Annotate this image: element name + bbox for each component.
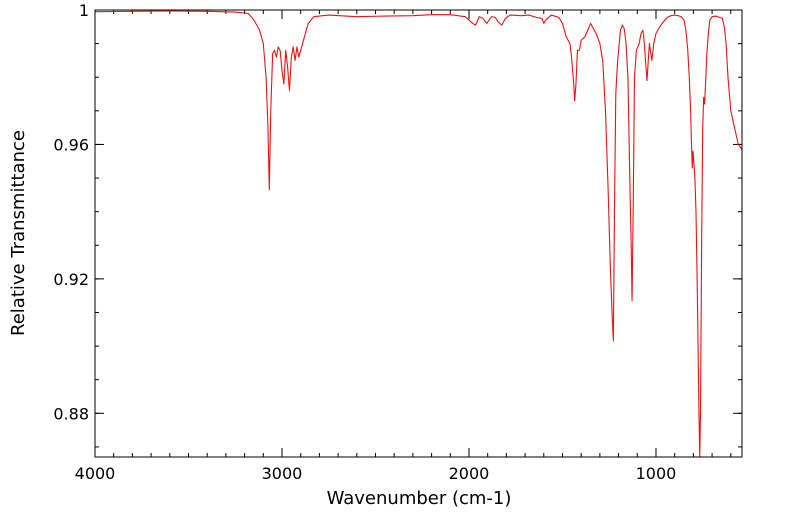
- y-tick-labels: 1 0.96 0.92 0.88: [53, 1, 89, 423]
- y-axis-title: Relative Transmittance: [8, 130, 29, 336]
- y-tick-label: 0.88: [53, 404, 89, 423]
- x-tick-label: 3000: [262, 464, 303, 483]
- x-tick-label: 1000: [636, 464, 677, 483]
- y-tick-label: 1: [79, 1, 89, 20]
- x-tick-label: 2000: [449, 464, 490, 483]
- spectrum-line: [94, 10, 743, 458]
- y-tick-label: 0.96: [53, 135, 89, 154]
- plot-frame: [94, 9, 743, 458]
- x-axis-title: Wavenumber (cm-1): [327, 488, 512, 509]
- plot-background: [95, 10, 742, 457]
- x-tick-labels: 4000 3000 2000 1000: [75, 464, 677, 483]
- x-tick-label: 4000: [75, 464, 116, 483]
- y-tick-label: 0.92: [53, 270, 89, 289]
